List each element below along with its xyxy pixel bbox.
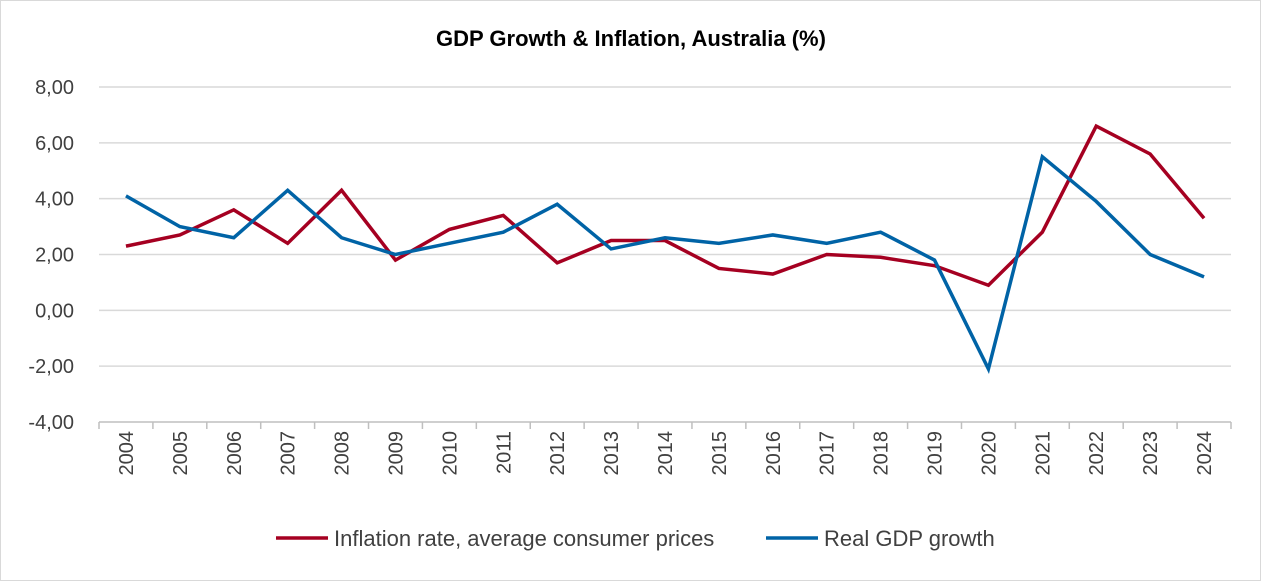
y-tick-label: 0,00 (35, 300, 74, 322)
x-tick-label: 2015 (709, 431, 731, 476)
legend-label: Inflation rate, average consumer prices (334, 526, 714, 551)
y-tick-label: 2,00 (35, 245, 74, 267)
x-tick-label: 2023 (1140, 431, 1162, 476)
x-tick-label: 2004 (116, 431, 138, 476)
x-tick-label: 2024 (1194, 431, 1216, 476)
series-line-1 (125, 153, 1205, 374)
y-tick-label: 4,00 (35, 189, 74, 211)
x-tick-label: 2014 (655, 431, 677, 476)
x-tick-label: 2017 (817, 431, 839, 476)
legend-label: Real GDP growth (824, 526, 995, 551)
x-tick-label: 2010 (439, 431, 461, 476)
x-tick-label: 2022 (1086, 431, 1108, 476)
y-tick-label: 6,00 (35, 133, 74, 155)
x-tick-label: 2021 (1032, 431, 1054, 476)
chart-title: GDP Growth & Inflation, Australia (%) (436, 26, 826, 51)
x-tick-label: 2008 (332, 431, 354, 476)
x-tick-label: 2006 (224, 431, 246, 476)
x-tick-label: 2007 (278, 431, 300, 476)
x-tick-label: 2020 (978, 431, 1000, 476)
y-tick-label: 8,00 (35, 77, 74, 99)
x-tick-label: 2013 (601, 431, 623, 476)
x-tick-label: 2012 (547, 431, 569, 476)
x-tick-label: 2016 (763, 431, 785, 476)
series-line-0 (125, 123, 1206, 288)
x-tick-label: 2019 (925, 431, 947, 476)
x-tick-label: 2011 (493, 431, 515, 474)
y-tick-label: -4,00 (28, 412, 74, 434)
x-tick-label: 2018 (871, 431, 893, 476)
x-tick-label: 2009 (385, 431, 407, 476)
y-tick-label: -2,00 (28, 356, 74, 378)
x-tick-label: 2005 (170, 431, 192, 476)
